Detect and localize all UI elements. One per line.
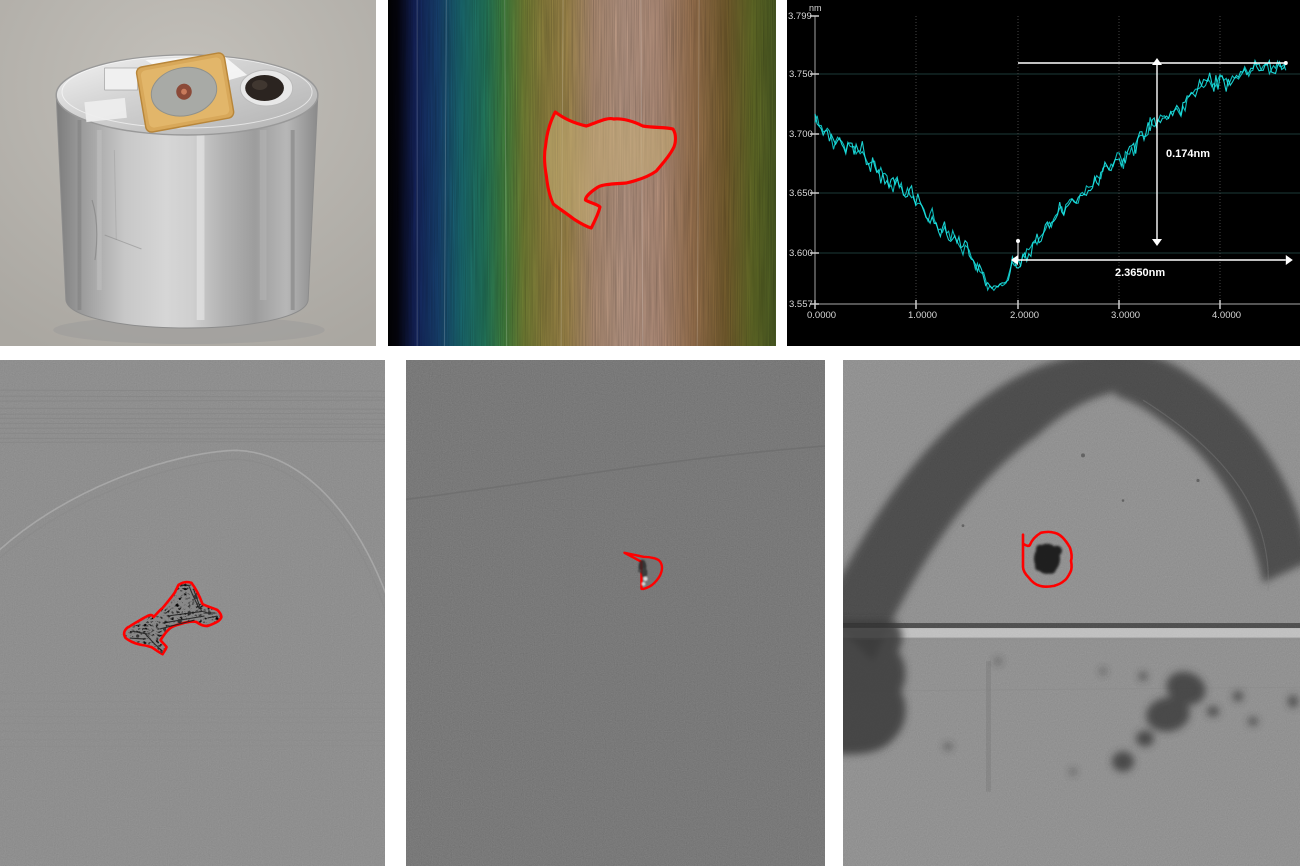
svg-text:3.650: 3.650	[789, 188, 813, 199]
svg-text:4.0000: 4.0000	[1212, 310, 1241, 321]
svg-text:nm: nm	[809, 3, 822, 13]
svg-text:3.700: 3.700	[789, 129, 813, 140]
svg-text:3.600: 3.600	[789, 248, 813, 259]
svg-text:1.0000: 1.0000	[908, 310, 937, 321]
svg-text:2.3650nm: 2.3650nm	[1115, 267, 1165, 279]
svg-text:3.0000: 3.0000	[1111, 310, 1140, 321]
svg-text:2.0000: 2.0000	[1010, 310, 1039, 321]
svg-text:0.174nm: 0.174nm	[1166, 148, 1210, 160]
svg-text:0.0000: 0.0000	[807, 310, 836, 321]
svg-text:3.557: 3.557	[789, 299, 813, 310]
svg-text:3.750: 3.750	[789, 69, 813, 80]
